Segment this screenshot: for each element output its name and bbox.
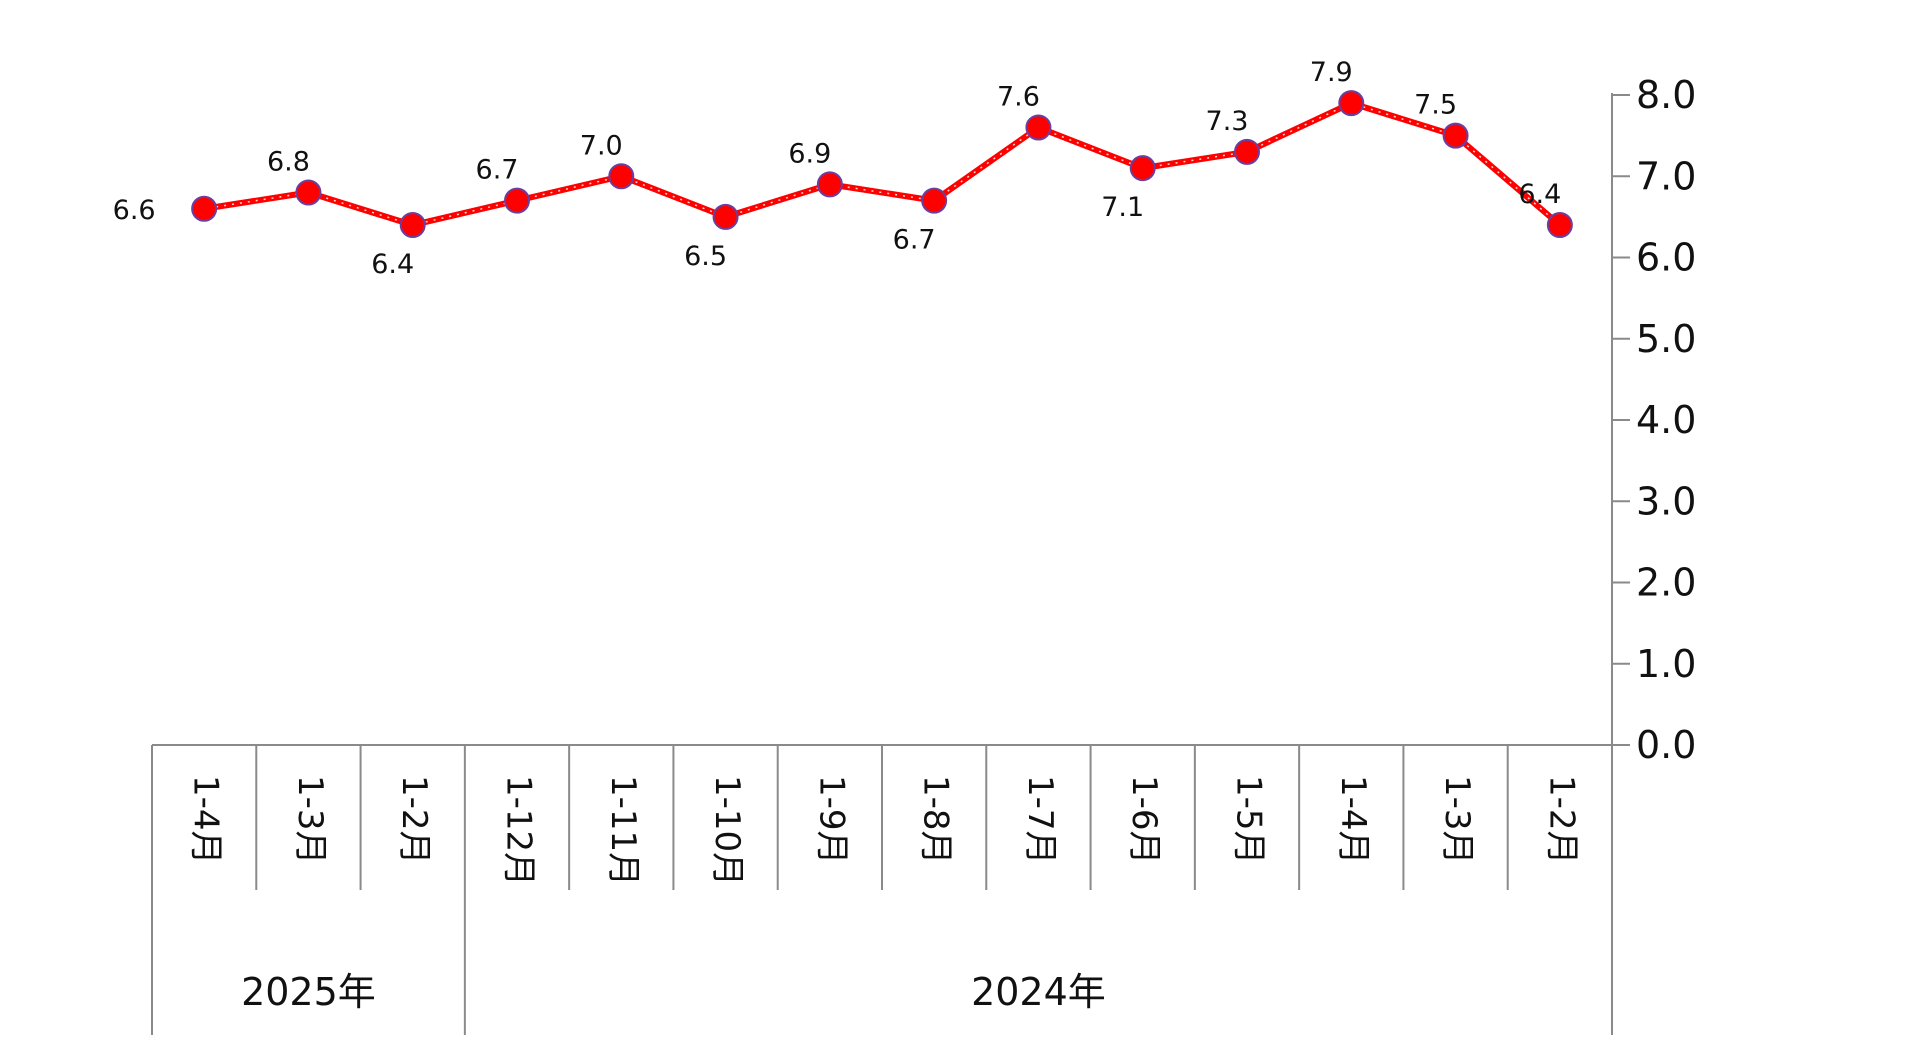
x-tick-label: 1-11月 (603, 775, 643, 886)
data-point (608, 163, 635, 190)
y-tick-label: 1.0 (1636, 642, 1696, 686)
y-tick-label: 5.0 (1636, 317, 1696, 361)
data-label: 7.5 (1414, 90, 1457, 121)
y-tick-label: 4.0 (1636, 398, 1696, 442)
data-point (1129, 155, 1156, 182)
series-line (203, 100, 1562, 228)
data-label: 7.3 (1206, 106, 1249, 137)
data-point (295, 179, 322, 206)
series-line-highlight (204, 102, 1561, 226)
data-label: 6.7 (476, 155, 519, 186)
data-label: 6.8 (267, 147, 310, 178)
data-label: 7.6 (997, 82, 1040, 113)
data-point (921, 187, 948, 214)
y-tick-label: 6.0 (1636, 236, 1696, 280)
data-point (712, 203, 739, 230)
data-point (816, 171, 843, 198)
x-tick-label: 1-2月 (394, 775, 434, 865)
x-group-label: 2025年 (241, 970, 376, 1014)
data-label: 7.9 (1310, 57, 1353, 88)
data-point (1234, 138, 1260, 165)
x-tick-label: 1-7月 (1020, 775, 1060, 865)
data-point (191, 195, 218, 222)
data-point (1025, 114, 1052, 141)
data-point (504, 187, 530, 214)
y-axis: 0.0 1.0 2.0 3.0 4.0 5.0 6.0 7.0 8.0 (1611, 73, 1696, 767)
y-tick-label: 7.0 (1636, 154, 1696, 198)
data-label: 7.0 (580, 130, 623, 161)
x-tick-label: 1-4月 (1333, 775, 1373, 865)
y-tick-label: 3.0 (1636, 479, 1696, 523)
data-point (399, 212, 426, 238)
x-tick-label: 1-4月 (186, 775, 226, 865)
y-tick-label: 8.0 (1636, 73, 1696, 117)
x-tick-label: 1-2月 (1541, 775, 1581, 865)
x-group-label: 2024年 (971, 970, 1106, 1014)
x-tick-label: 1-10月 (707, 775, 747, 886)
x-tick-label: 1-3月 (290, 775, 330, 865)
x-tick-label: 1-8月 (916, 775, 956, 865)
data-point (1442, 122, 1469, 149)
x-axis: 1-2月 1-3月 1-4月 1-5月 1-6月 1-7月 1-8月 1-9月 1-10月 1-1… (151, 744, 1613, 1035)
x-tick-label: 1-3月 (1437, 775, 1477, 865)
data-point (1338, 90, 1365, 117)
y-tick-label: 2.0 (1636, 561, 1696, 605)
data-label: 6.9 (788, 138, 831, 169)
data-label: 6.5 (684, 241, 727, 272)
data-label: 6.4 (1518, 179, 1561, 210)
data-label: 6.4 (371, 249, 414, 280)
x-tick-label: 1-12月 (499, 775, 539, 886)
x-tick-label: 1-9月 (811, 775, 851, 865)
data-label: 7.1 (1101, 192, 1144, 223)
data-label: 6.7 (893, 225, 936, 256)
x-tick-label: 1-5月 (1229, 775, 1269, 865)
data-label: 6.6 (113, 195, 156, 226)
x-tick-label: 1-6月 (1124, 775, 1164, 865)
data-point (1546, 212, 1573, 238)
y-tick-label: 0.0 (1636, 723, 1696, 767)
series-layer: 6.4 7.5 7.9 7.3 7.1 7.6 6.7 6.9 6.5 7.0 6.7 6.4 6.8 6… (113, 57, 1573, 280)
